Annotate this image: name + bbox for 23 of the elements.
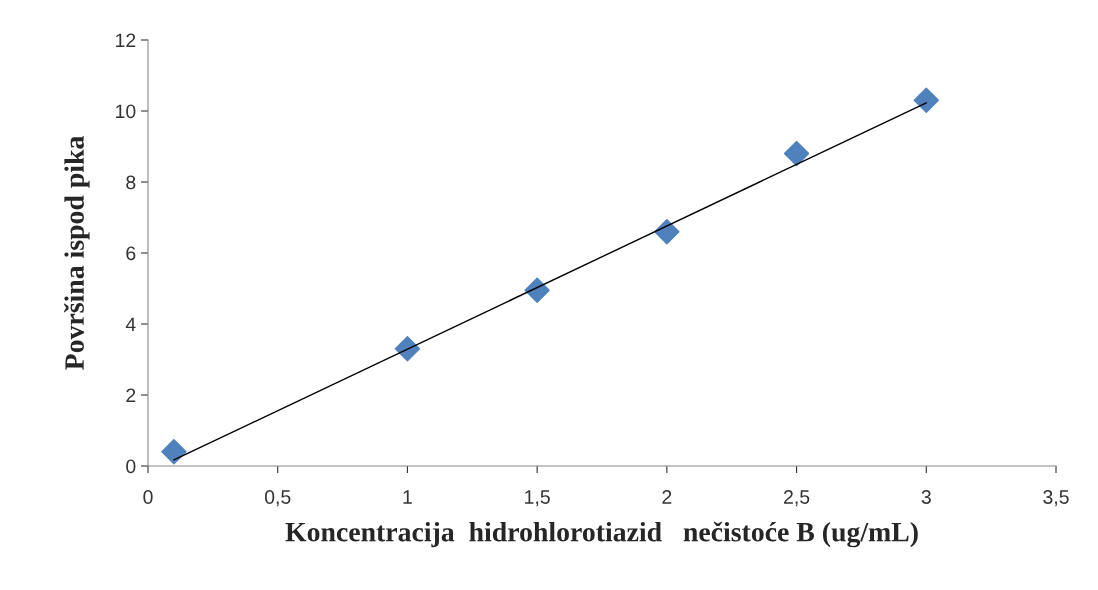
y-tick-label: 8 [126,175,136,190]
point [524,277,550,303]
y-tick-label: 10 [116,104,136,119]
point [783,140,810,167]
point [654,218,680,245]
x-axis-title: Koncentracija hidrohlorotiazid nečistoće B (ug/mL) [285,521,918,548]
x-tick-label: 2 [662,490,672,504]
x-tick-label: 1,5 [525,490,550,507]
y-tick-label: 0 [126,459,136,474]
x-tick-label: 0 [143,490,153,504]
point [161,439,187,465]
y-axis-title: Površina ispod pika [64,136,90,370]
point [394,336,421,362]
y-tick-label: 12 [116,33,136,48]
x-tick-label: 2,5 [784,490,810,507]
point [913,87,940,114]
x-tick-label: 3 [921,490,931,504]
x-tick-label: 3,5 [1043,490,1069,507]
x-tick-label: 0,5 [264,490,291,507]
x-tick-label: 1 [403,490,412,504]
y-tick-label: 6 [126,246,136,261]
y-tick-label: 2 [126,388,136,403]
y-tick-label: 4 [125,317,136,332]
